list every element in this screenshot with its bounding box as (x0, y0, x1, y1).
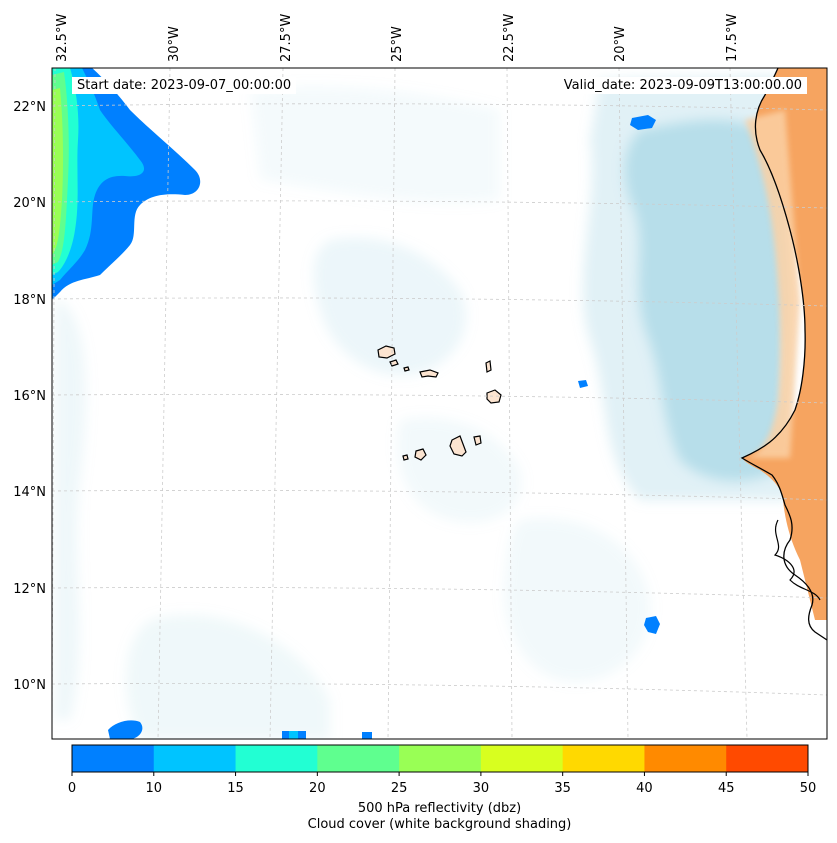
meridian-30w (157, 68, 171, 739)
colorbar-tick-label: 45 (718, 781, 735, 796)
colorbar-tick-label: 0 (68, 781, 76, 796)
cloud-shade-center (313, 237, 467, 376)
land-interior (742, 68, 827, 620)
colorbar-tick-label: 50 (800, 781, 817, 796)
colorbar-segment (562, 745, 645, 772)
lon-label: 17.5°W (725, 14, 740, 62)
colorbar-segment (153, 745, 237, 772)
colorbar: 0 10 15 20 25 30 35 40 45 50 (68, 744, 817, 796)
parallel-18n (52, 297, 827, 307)
colorbar-segment (235, 745, 318, 772)
meridian-17-5w (729, 68, 748, 739)
valid-date-annotation: Valid_date: 2023-09-09T13:00:00.00 (558, 77, 807, 94)
reflectivity-cell-ne (630, 115, 656, 130)
reflectivity-cell-southeast (644, 616, 660, 634)
meridian-22-5w (506, 68, 513, 739)
cloud-shade-southcenter (397, 417, 522, 523)
reflectivity-cell-sw (108, 720, 143, 739)
reflectivity-cell-east-small (578, 380, 588, 388)
colorbar-tick-label: 30 (473, 781, 490, 796)
colorbar-tick-label: 25 (391, 781, 408, 796)
colorbar-segment (644, 745, 727, 772)
colorbar-tick-label: 35 (554, 781, 571, 796)
parallel-22n (52, 103, 827, 111)
lat-label: 10°N (13, 678, 46, 693)
lat-label: 14°N (13, 485, 46, 500)
colorbar-tick-label: 10 (146, 781, 163, 796)
meridian-20w (618, 68, 629, 739)
lat-label: 20°N (13, 196, 46, 211)
colorbar-title-line2: Cloud cover (white background shading) (307, 817, 572, 832)
cloud-shade-west (55, 300, 86, 720)
island-santo-antao (377, 345, 396, 359)
parallel-16n (52, 393, 827, 404)
island-fogo (414, 448, 427, 461)
colorbar-segment (480, 745, 564, 772)
island-sao-nicolau (419, 369, 439, 378)
lat-label: 22°N (13, 100, 46, 115)
island-maio (473, 435, 482, 446)
parallel-20n (52, 200, 827, 209)
lat-label: 16°N (13, 389, 46, 404)
lon-label: 30°W (167, 26, 182, 62)
reflectivity-fields (52, 68, 660, 739)
colorbar-tick-label: 40 (636, 781, 653, 796)
latitude-labels: 22°N 20°N 18°N 16°N 14°N 12°N 10°N (13, 100, 46, 693)
island-sal (485, 360, 492, 373)
cloud-shade-mid-east (504, 518, 651, 682)
meridian-25w (387, 68, 396, 739)
lat-label: 12°N (13, 582, 46, 597)
parallel-10n (52, 683, 827, 696)
lon-label: 20°W (613, 26, 628, 62)
lon-label: 32.5°W (55, 14, 70, 62)
map-area (52, 68, 827, 739)
lon-label: 27.5°W (279, 14, 294, 62)
parallel-12n (52, 587, 827, 599)
lat-label: 18°N (13, 293, 46, 308)
parallel-14n (52, 490, 827, 501)
colorbar-title: 500 hPa reflectivity (dbz) Cloud cover (… (52, 801, 827, 833)
colorbar-tick-label: 20 (309, 781, 326, 796)
lon-label: 22.5°W (502, 14, 517, 62)
lon-label: 25°W (390, 26, 405, 62)
reflectivity-cell-south-15 (289, 731, 298, 739)
cape-verde-islands (377, 345, 502, 461)
colorbar-segment (726, 745, 809, 772)
map-frame (51, 67, 828, 740)
island-brava (402, 454, 409, 461)
longitude-labels: 32.5°W 30°W 27.5°W 25°W 22.5°W 20°W 17.5… (55, 14, 740, 62)
island-boa-vista (486, 389, 502, 404)
colorbar-segment (317, 745, 400, 772)
colorbar-tick-label: 15 (227, 781, 244, 796)
reflectivity-cell-south-2 (362, 732, 372, 739)
land-light-strip (745, 110, 800, 458)
cloud-shade-south (126, 614, 330, 739)
colorbar-segment (399, 745, 482, 772)
colorbar-title-line1: 500 hPa reflectivity (dbz) (357, 801, 522, 816)
coastline-guinea-bissau (773, 519, 821, 601)
colorbar-segment (72, 745, 155, 772)
land-west-africa (740, 68, 827, 641)
cloud-shade-north (250, 86, 500, 203)
coastline-africa (740, 68, 827, 641)
meridian-27-5w (269, 68, 284, 739)
island-santa-luzia (403, 366, 410, 372)
start-date-annotation: Start date: 2023-09-07_00:00:00 (72, 77, 297, 94)
island-santiago (449, 435, 467, 457)
colorbar-frame (71, 744, 809, 773)
